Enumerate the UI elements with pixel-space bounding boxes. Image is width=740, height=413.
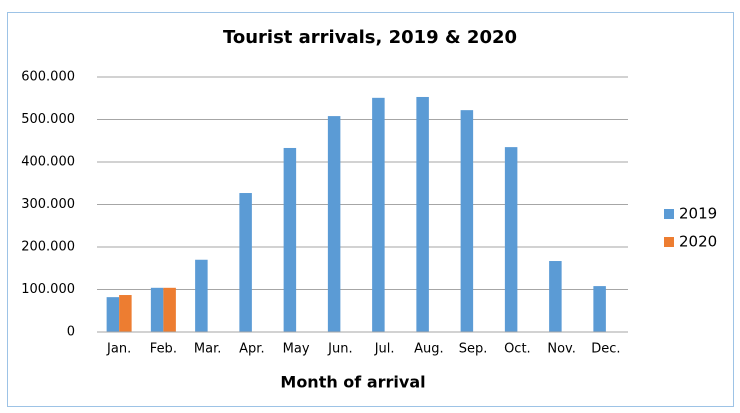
y-tick-label: 500.000 [21, 112, 75, 127]
x-axis-title: Month of arrival [280, 373, 425, 392]
bar [239, 193, 252, 332]
x-tick-label: Jan. [106, 342, 131, 357]
chart-title: Tourist arrivals, 2019 & 2020 [223, 27, 517, 48]
bar [416, 96, 429, 332]
x-tick-label: May [283, 342, 310, 357]
bar [106, 297, 120, 332]
y-tick-label: 100.000 [21, 282, 75, 297]
x-tick-label: Jun. [327, 342, 352, 357]
y-tick-label: 400.000 [21, 155, 75, 170]
x-tick-label: Apr. [239, 342, 264, 357]
bar [283, 147, 297, 332]
x-tick-label: Jul. [374, 342, 395, 357]
bar [150, 287, 164, 332]
bar [119, 295, 132, 332]
bar [504, 147, 518, 332]
y-tick-label: 300.000 [21, 197, 75, 212]
x-tick-label: Dec. [591, 342, 620, 357]
x-tick-label: Nov. [547, 342, 576, 357]
x-tick-label: Aug. [414, 342, 444, 357]
bar [593, 286, 606, 332]
bar [549, 261, 562, 332]
legend-label: 2020 [679, 233, 717, 251]
legend-swatch [664, 209, 674, 219]
legend-swatch [664, 237, 674, 247]
bar [327, 116, 341, 332]
x-tick-label: Mar. [194, 342, 221, 357]
y-tick-label: 0 [67, 325, 75, 340]
bar [195, 259, 208, 332]
x-tick-label: Feb. [150, 342, 177, 357]
chart-border [7, 12, 734, 407]
x-tick-label: Sep. [459, 342, 488, 357]
x-tick-label: Oct. [504, 342, 531, 357]
legend-label: 2019 [679, 205, 717, 223]
bar [460, 110, 474, 333]
bar [372, 97, 385, 332]
y-tick-label: 600.000 [21, 70, 75, 85]
bar [163, 287, 176, 332]
y-tick-label: 200.000 [21, 240, 75, 255]
